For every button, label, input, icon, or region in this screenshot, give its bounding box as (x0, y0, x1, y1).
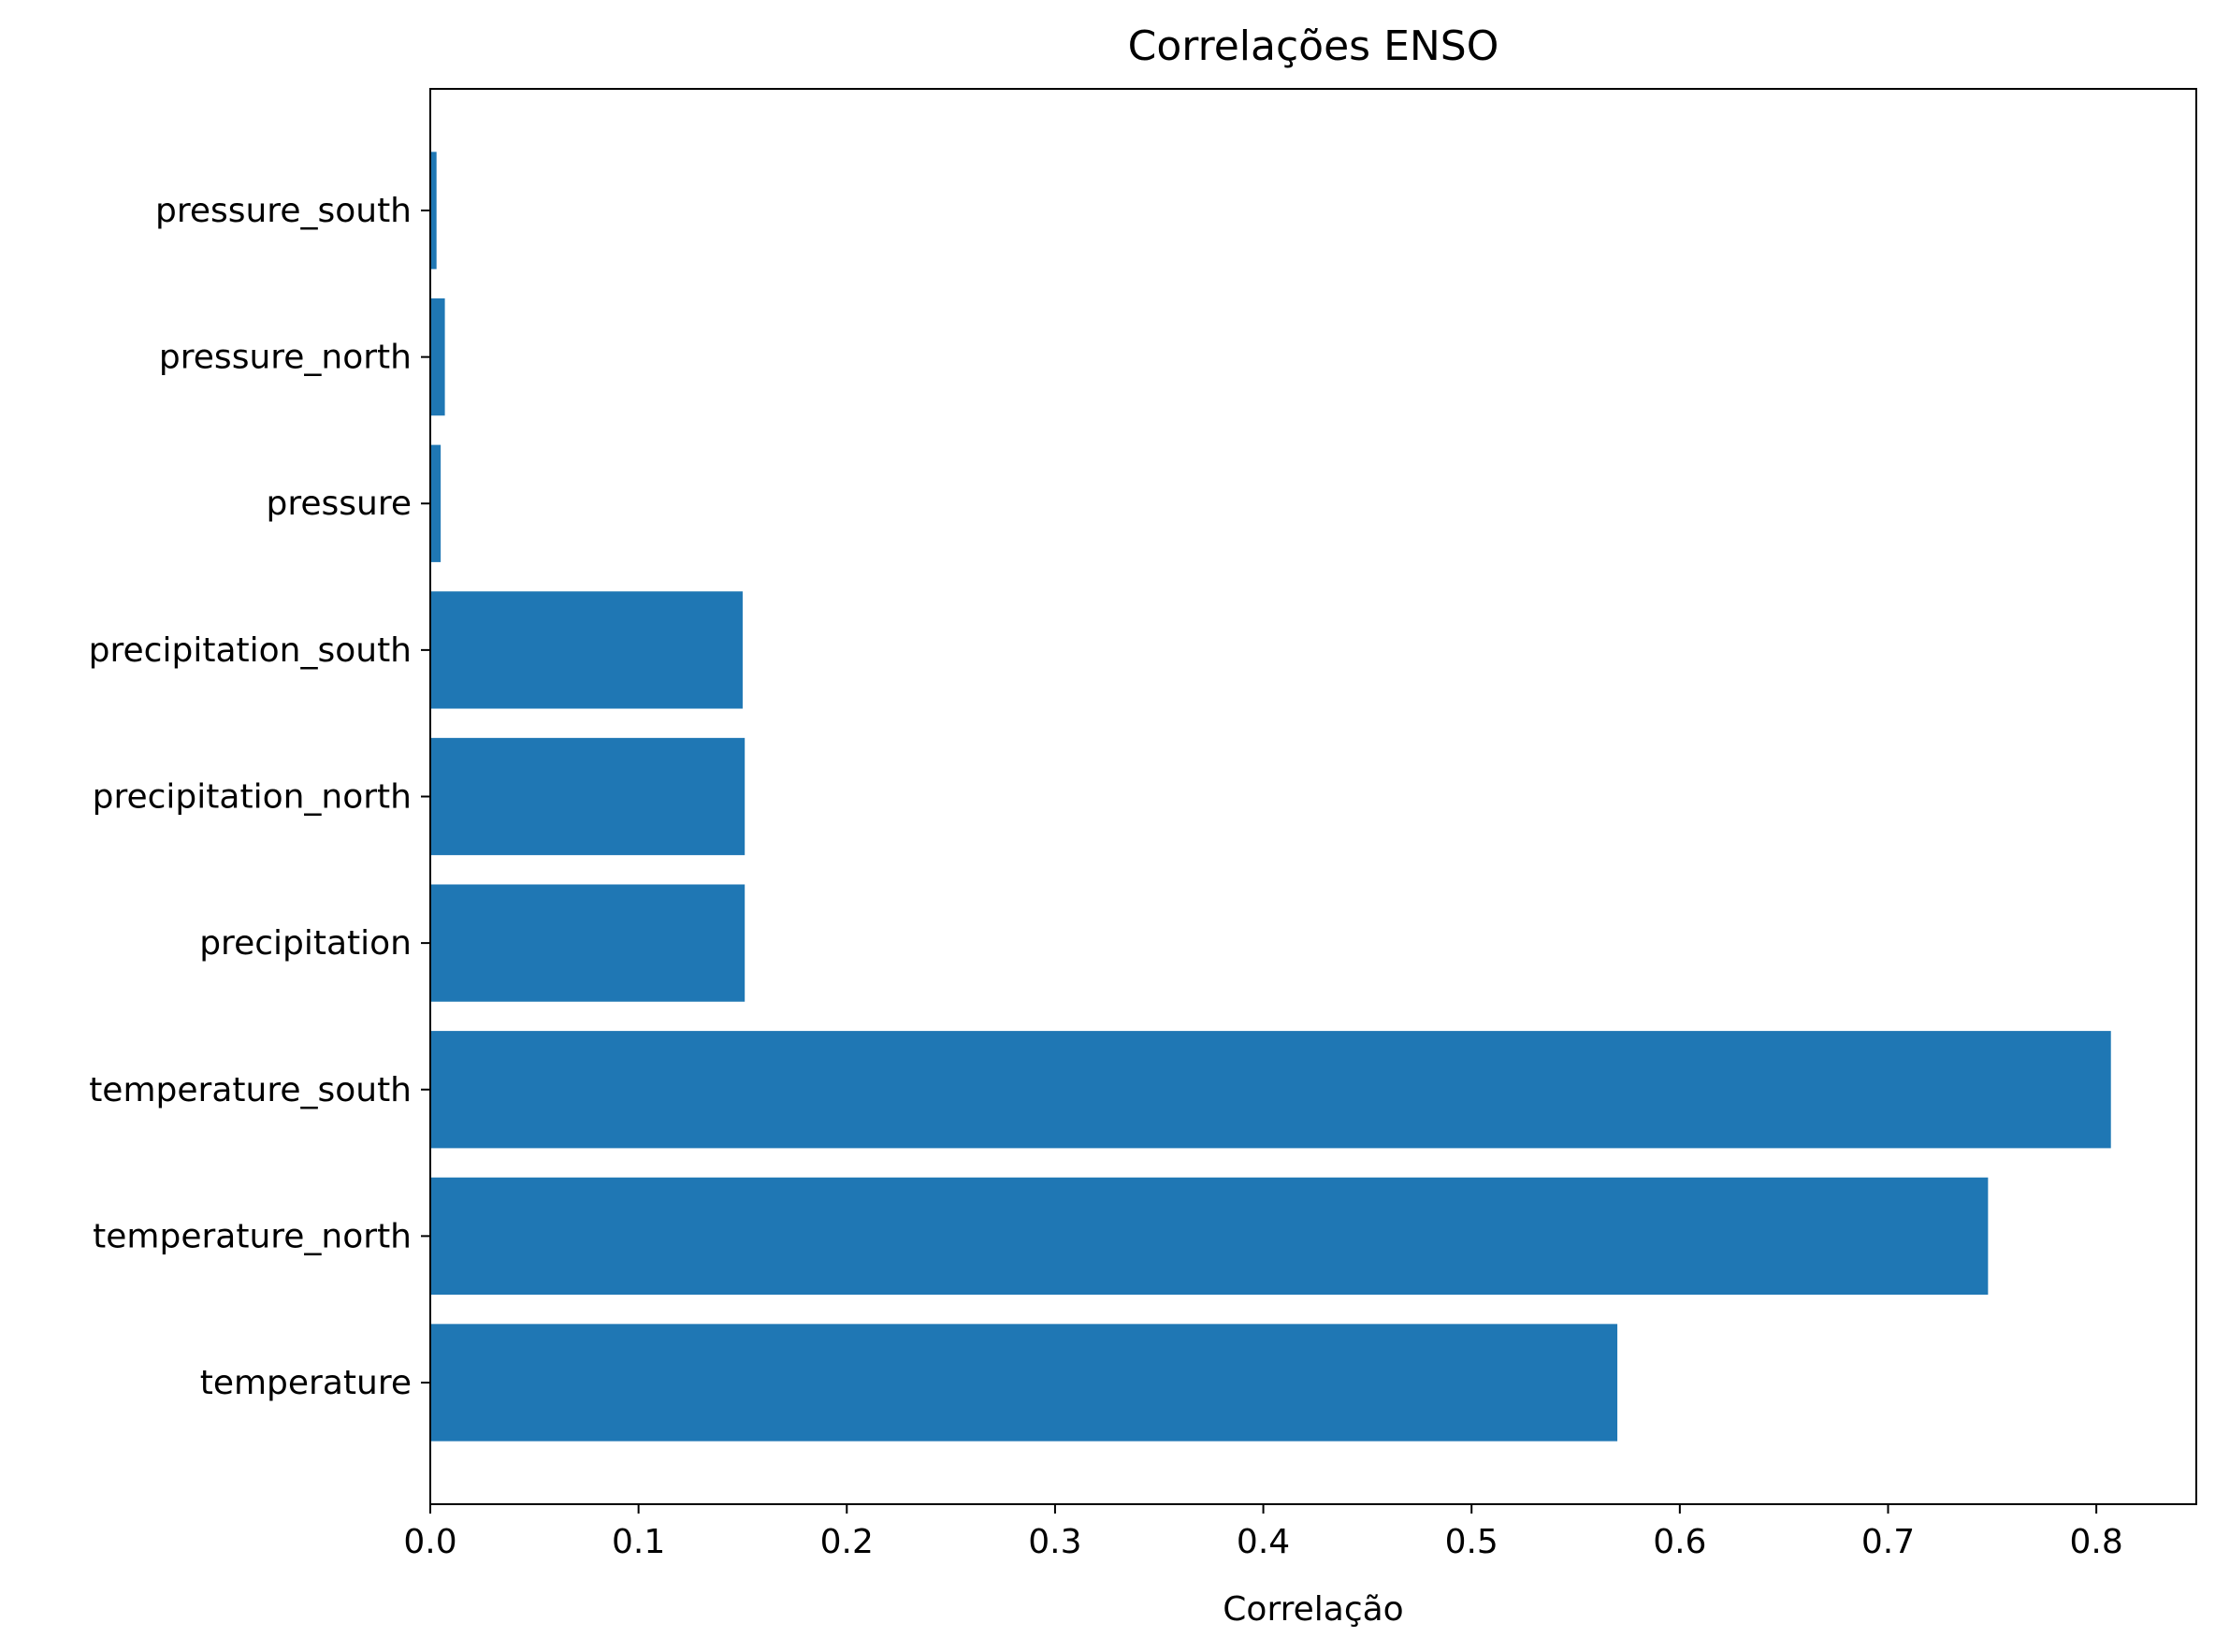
x-tick-label: 0.1 (612, 1523, 665, 1561)
x-tick-label: 0.6 (1653, 1523, 1706, 1561)
x-tick-label: 0.5 (1445, 1523, 1498, 1561)
y-tick-label: precipitation_north (93, 778, 412, 817)
x-axis-label: Correlação (1223, 1590, 1403, 1629)
bar-precipitation-south (430, 591, 743, 709)
y-tick-label: precipitation (199, 924, 412, 963)
x-tick-label: 0.0 (403, 1523, 456, 1561)
x-axis-ticks: 0.0 0.1 0.2 0.3 0.4 0.5 0.6 0.7 0.8 (403, 1504, 2123, 1561)
bar-precipitation (430, 884, 746, 1002)
chart-title: Correlações ENSO (1128, 22, 1499, 70)
plot-frame (429, 88, 2197, 1505)
bar-pressure-south (430, 152, 437, 269)
bar-precipitation-north (430, 737, 746, 856)
x-tick-label: 0.8 (2069, 1523, 2122, 1561)
x-tick-label: 0.2 (820, 1523, 874, 1561)
x-tick-label: 0.3 (1028, 1523, 1081, 1561)
y-tick-label: pressure_north (159, 339, 412, 377)
bar-temperature-north (430, 1177, 1989, 1296)
y-tick-label: pressure (267, 485, 413, 523)
y-tick-label: precipitation_south (89, 631, 412, 670)
bar-temperature (430, 1324, 1618, 1442)
x-tick-label: 0.4 (1237, 1523, 1290, 1561)
bar-pressure (430, 444, 442, 562)
bar-temperature-south (430, 1031, 2111, 1149)
y-tick-label: temperature_north (93, 1217, 412, 1255)
bars-group (430, 152, 2111, 1442)
y-tick-label: pressure_south (155, 192, 412, 230)
y-tick-label: temperature (200, 1364, 412, 1402)
x-tick-label: 0.7 (1861, 1523, 1915, 1561)
y-tick-label: temperature_south (89, 1071, 412, 1109)
bar-pressure-north (430, 297, 445, 416)
y-axis-ticks: temperature temperature_north temperature_… (89, 192, 430, 1402)
